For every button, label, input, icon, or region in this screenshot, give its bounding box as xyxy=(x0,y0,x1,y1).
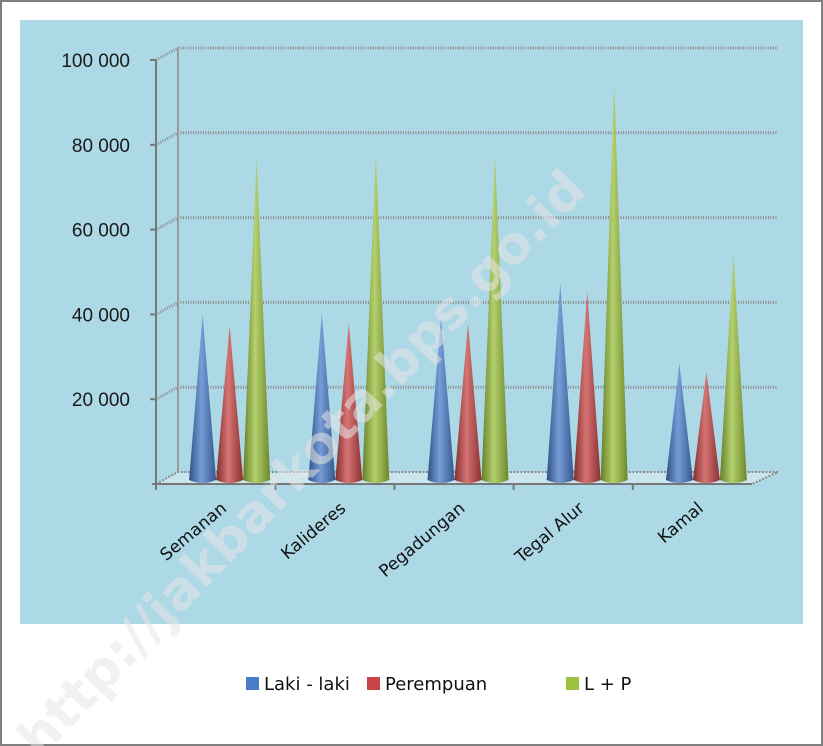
bar-l-p-kamal xyxy=(719,255,747,483)
bar-l-p-tegal-alur xyxy=(600,83,628,484)
bar-laki-laki-pegadungan xyxy=(427,317,455,483)
bar-l-p-pegadungan xyxy=(481,155,509,483)
bar-laki-laki-tegal-alur xyxy=(546,282,574,483)
y-axis-tick-labels: 20 000 40 000 60 000 80 000 100 000 xyxy=(61,51,130,411)
y-tick-label: 60 000 xyxy=(72,221,130,242)
y-tick-label: 40 000 xyxy=(72,305,130,326)
legend-label: L + P xyxy=(584,674,632,695)
bar-perempuan-kamal xyxy=(692,372,720,483)
y-tick-label: 80 000 xyxy=(72,136,130,157)
bar-laki-laki-semanan xyxy=(189,314,217,483)
bar-l-p-semanan xyxy=(243,157,271,483)
legend-swatch xyxy=(246,677,259,690)
bar-perempuan-pegadungan xyxy=(454,323,482,483)
bar-l-p-kalideres xyxy=(362,153,390,483)
legend: Laki - laki Perempuan L + P xyxy=(246,674,632,695)
legend-swatch xyxy=(367,677,380,690)
plot-area-background xyxy=(20,20,803,624)
bar-perempuan-semanan xyxy=(216,325,244,483)
bar-laki-laki-kamal xyxy=(665,363,693,483)
bar-perempuan-tegal-alur xyxy=(573,291,601,483)
bar-laki-laki-kalideres xyxy=(308,313,336,483)
y-tick-label: 20 000 xyxy=(72,390,130,411)
y-tick-label: 100 000 xyxy=(61,51,130,72)
bars xyxy=(189,83,747,484)
bar-perempuan-kalideres xyxy=(335,323,363,483)
legend-label: Laki - laki xyxy=(264,674,350,695)
legend-label: Perempuan xyxy=(385,674,487,695)
legend-swatch xyxy=(566,677,579,690)
